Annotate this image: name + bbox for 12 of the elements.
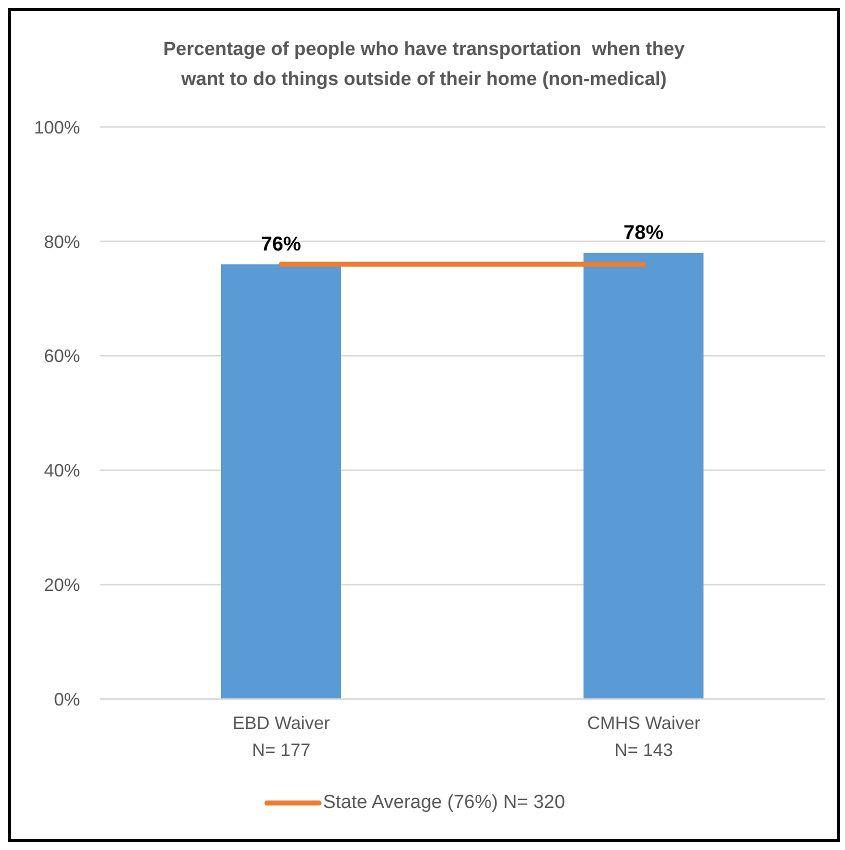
data-label: 78%	[623, 222, 664, 244]
data-label: 76%	[260, 233, 302, 256]
y-tick-label: 100%	[34, 117, 80, 138]
x-tick-label: EBD Waiver N= 177	[232, 713, 330, 760]
x-tick-label: CMHS Waiver N= 143	[587, 713, 700, 760]
y-tick-label: 20%	[44, 574, 80, 595]
legend-label: State Average (76%) N= 320	[322, 792, 566, 814]
y-tick-label: 60%	[44, 346, 80, 366]
chart-title: Percentage of people who have transportation when they want to do things outside of their home (non-medical)	[162, 38, 686, 92]
y-tick-label: 0%	[54, 689, 80, 710]
y-tick-label: 40%	[44, 460, 80, 481]
y-tick-label: 80%	[44, 232, 80, 252]
